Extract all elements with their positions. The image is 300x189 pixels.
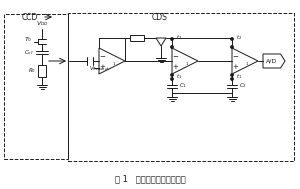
Text: $t_2$: $t_2$ bbox=[236, 34, 242, 43]
Circle shape bbox=[231, 46, 233, 48]
Text: $C_1$: $C_1$ bbox=[179, 81, 187, 91]
Text: $V_{Readout}$: $V_{Readout}$ bbox=[89, 65, 111, 74]
Text: A/D: A/D bbox=[266, 59, 278, 64]
Text: $-$: $-$ bbox=[232, 52, 240, 58]
Circle shape bbox=[231, 74, 233, 76]
Text: $_{1}$: $_{1}$ bbox=[185, 60, 189, 68]
Circle shape bbox=[231, 38, 233, 40]
Text: $T_0$: $T_0$ bbox=[24, 36, 32, 44]
Text: $C_{of}$: $C_{of}$ bbox=[24, 48, 34, 57]
Text: CDS: CDS bbox=[152, 13, 168, 22]
Text: $+$: $+$ bbox=[232, 62, 240, 71]
Text: $_{1}$: $_{1}$ bbox=[112, 60, 116, 68]
Text: $C_2$: $C_2$ bbox=[239, 81, 247, 91]
Polygon shape bbox=[263, 54, 285, 68]
Text: $R_0$: $R_0$ bbox=[28, 67, 36, 75]
Bar bbox=[130, 35, 144, 41]
Text: $V_{DD}$: $V_{DD}$ bbox=[36, 19, 48, 29]
Circle shape bbox=[171, 38, 173, 40]
Text: 图 1   相关双采样的原理电路: 图 1 相关双采样的原理电路 bbox=[115, 174, 185, 184]
Text: $+$: $+$ bbox=[99, 62, 106, 71]
Text: $t_2$: $t_2$ bbox=[176, 34, 182, 43]
Text: $_{1}$: $_{1}$ bbox=[245, 60, 249, 68]
Bar bbox=[4, 14, 68, 159]
Circle shape bbox=[171, 74, 173, 76]
Bar bbox=[38, 65, 46, 77]
Text: $+$: $+$ bbox=[172, 62, 180, 71]
Text: $t_1$: $t_1$ bbox=[236, 73, 242, 81]
Text: $-$: $-$ bbox=[172, 52, 180, 58]
Bar bbox=[68, 13, 294, 161]
Text: $-$: $-$ bbox=[99, 52, 106, 58]
Circle shape bbox=[171, 46, 173, 48]
Text: CCD: CCD bbox=[22, 12, 38, 22]
Circle shape bbox=[231, 78, 233, 80]
Text: $t_1$: $t_1$ bbox=[176, 73, 182, 81]
Circle shape bbox=[171, 78, 173, 80]
